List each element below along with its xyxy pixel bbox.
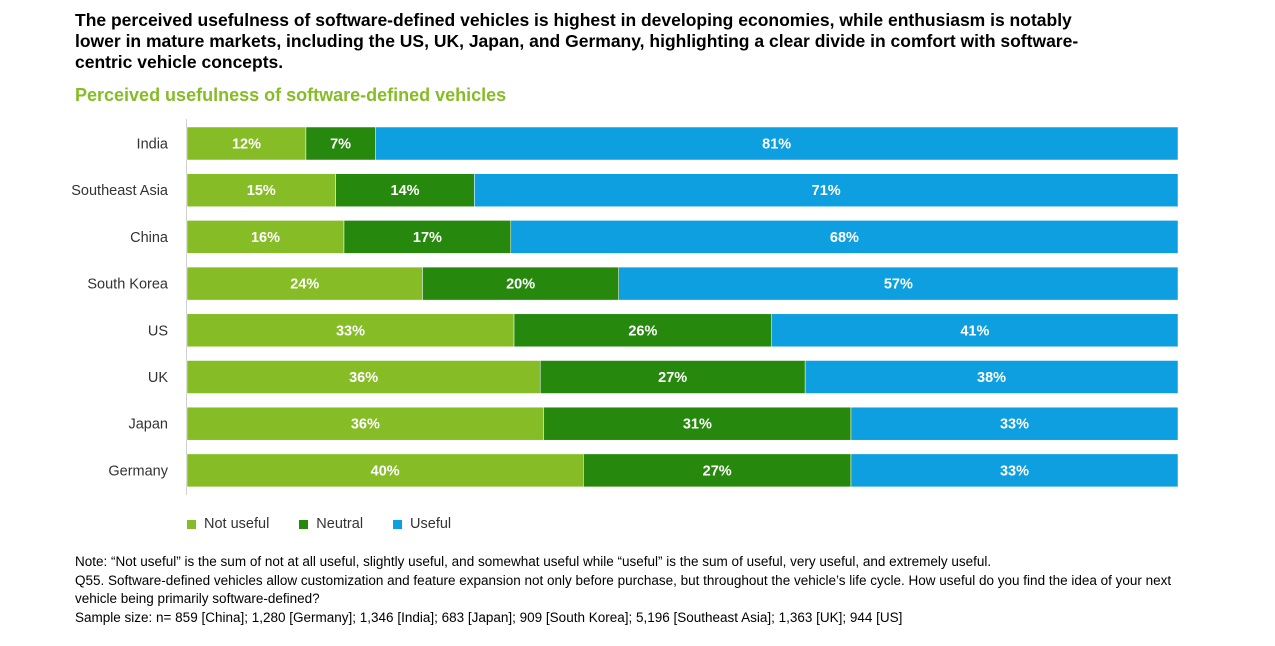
bar-germany-useful <box>850 453 1179 488</box>
category-label-south-korea: South Korea <box>87 277 169 293</box>
bar-uk-useful <box>804 360 1179 394</box>
bar-japan-neutral <box>543 406 852 441</box>
legend-label-useful: Useful <box>410 516 452 532</box>
chart-notes: Note: “Not useful” is the sum of not at … <box>75 553 1185 627</box>
category-label-china: China <box>130 230 169 246</box>
bar-china-not-useful <box>186 220 345 254</box>
data-label-uk-not-useful: 36% <box>349 370 378 386</box>
data-label-india-neutral: 7% <box>330 137 351 153</box>
bar-us-neutral <box>513 313 772 348</box>
bar-south-korea-useful <box>618 266 1179 301</box>
bar-south-korea-not-useful <box>186 266 423 301</box>
category-label-us: US <box>148 323 168 339</box>
legend-item-neutral: Neutral <box>299 516 363 532</box>
bar-uk-not-useful <box>186 360 541 394</box>
bar-southeast-asia-not-useful <box>186 173 336 207</box>
data-label-southeast-asia-not-useful: 15% <box>247 183 276 199</box>
bar-china-useful <box>510 220 1179 254</box>
bar-uk-neutral <box>539 360 806 394</box>
legend-item-useful: Useful <box>393 516 451 532</box>
chart-title: Perceived usefulness of software-defined… <box>75 85 507 105</box>
note-definition: Note: “Not useful” is the sum of not at … <box>75 554 992 569</box>
data-label-india-not-useful: 12% <box>232 137 261 153</box>
bar-germany-neutral <box>583 453 852 488</box>
data-label-china-not-useful: 16% <box>251 230 280 246</box>
legend-label-neutral: Neutral <box>316 516 364 532</box>
bar-japan-not-useful <box>186 406 545 441</box>
data-label-southeast-asia-useful: 71% <box>812 183 841 199</box>
data-label-south-korea-useful: 57% <box>884 277 913 293</box>
bar-us-not-useful <box>186 313 515 348</box>
bar-india-neutral <box>305 126 376 161</box>
bar-south-korea-neutral <box>422 266 619 301</box>
note-question: Q55. Software-defined vehicles allow cus… <box>75 572 1172 607</box>
legend-swatch-neutral <box>299 519 309 529</box>
note-sample-size: Sample size: n= 859 [China]; 1,280 [Germ… <box>75 609 903 625</box>
data-label-us-neutral: 26% <box>628 323 657 339</box>
stacked-bar-chart: India 12% 7% 81% Southeast Asia 15% 14% 71% Chin… <box>71 119 1179 495</box>
data-label-japan-useful: 33% <box>1000 417 1029 433</box>
data-label-china-neutral: 17% <box>413 230 442 246</box>
category-label-southeast-asia: Southeast Asia <box>71 183 169 199</box>
bar-southeast-asia-neutral <box>335 173 475 207</box>
bar-us-useful <box>771 313 1179 348</box>
data-label-china-useful: 68% <box>830 230 859 246</box>
data-label-us-useful: 41% <box>960 323 989 339</box>
bar-india-useful <box>375 126 1179 161</box>
category-label-india: India <box>137 137 169 153</box>
bar-southeast-asia-useful <box>474 173 1179 207</box>
data-label-south-korea-neutral: 20% <box>506 277 535 293</box>
data-label-japan-neutral: 31% <box>683 417 712 433</box>
data-label-germany-neutral: 27% <box>703 463 732 479</box>
chart-legend: Not useful Neutral Useful <box>187 516 451 532</box>
data-label-uk-neutral: 27% <box>658 370 687 386</box>
legend-label-not-useful: Not useful <box>204 516 270 532</box>
data-label-uk-useful: 38% <box>977 370 1006 386</box>
data-label-germany-not-useful: 40% <box>371 463 400 479</box>
data-label-germany-useful: 33% <box>1000 463 1029 479</box>
data-label-southeast-asia-neutral: 14% <box>391 183 420 199</box>
legend-item-not-useful: Not useful <box>187 516 269 532</box>
data-label-india-useful: 81% <box>762 137 791 153</box>
data-label-us-not-useful: 33% <box>336 323 365 339</box>
category-label-germany: Germany <box>108 463 168 479</box>
legend-swatch-not-useful <box>187 519 196 529</box>
bar-japan-useful <box>850 406 1179 441</box>
chart-headline: The perceived usefulness of software-def… <box>75 10 1079 72</box>
bar-china-neutral <box>343 220 512 254</box>
category-label-japan: Japan <box>128 417 168 433</box>
data-label-south-korea-not-useful: 24% <box>290 277 319 293</box>
bar-germany-not-useful <box>186 453 584 488</box>
data-label-japan-not-useful: 36% <box>351 417 380 433</box>
category-label-uk: UK <box>148 370 168 386</box>
legend-swatch-useful <box>393 519 403 529</box>
